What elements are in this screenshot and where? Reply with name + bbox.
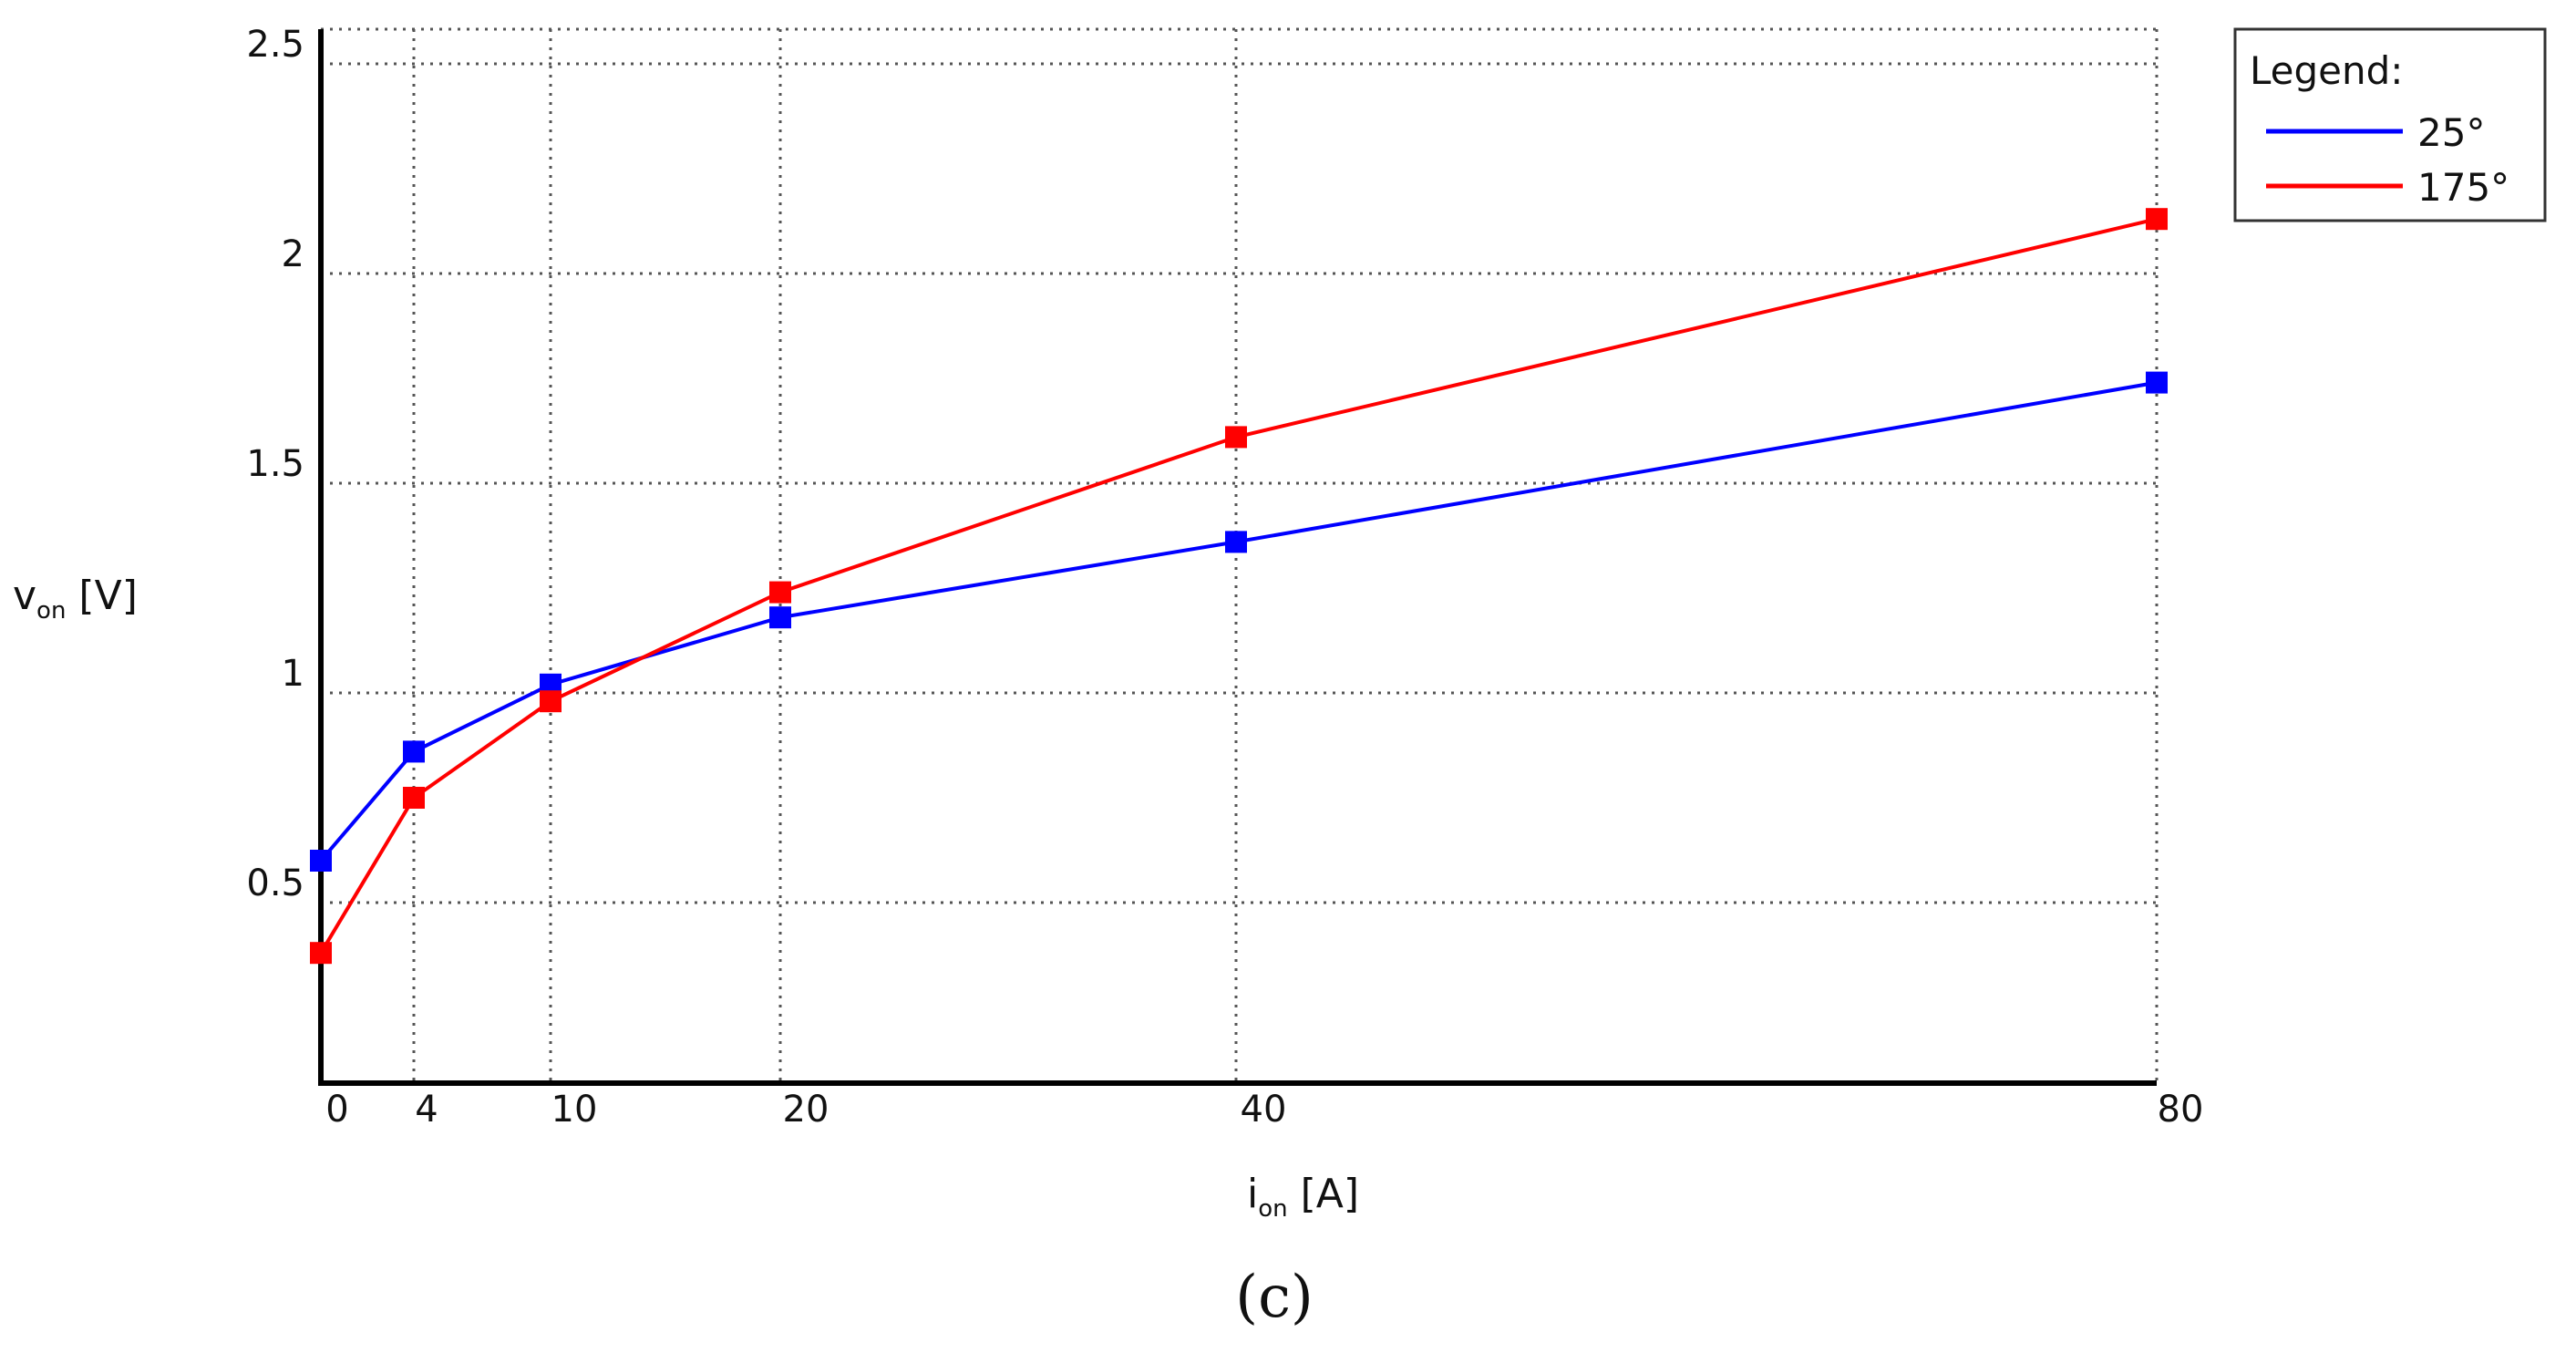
data-point	[403, 740, 425, 763]
data-point	[403, 787, 425, 809]
series-line	[319, 380, 2158, 862]
data-point	[310, 850, 332, 872]
x-tick-label: 4	[415, 1089, 438, 1131]
x-tick-label: 80	[2158, 1089, 2204, 1131]
y-axis-label: von [V]	[13, 573, 138, 625]
legend: Legend: 25° 175°	[2233, 27, 2547, 222]
legend-box	[2233, 27, 2547, 222]
x-tick-label: 0	[325, 1089, 348, 1131]
legend-label-25: 25°	[2417, 110, 2485, 155]
tick-labels: 0.5 1 1.5 2 2.5 0 4 10 20 40 80	[246, 24, 2203, 1131]
series-line	[319, 217, 2158, 955]
y-tick-label: 0.5	[246, 862, 304, 904]
series-layer	[310, 208, 2168, 965]
x-tick-label: 20	[783, 1089, 829, 1131]
x-tick-label: 10	[551, 1089, 598, 1131]
figure-caption: (c)	[1235, 1264, 1314, 1331]
data-point	[540, 690, 562, 713]
legend-title: Legend:	[2250, 48, 2403, 93]
y-tick-label: 1	[282, 653, 304, 695]
y-tick-label: 2.5	[246, 24, 304, 66]
data-point	[1225, 426, 1247, 449]
x-tick-label: 40	[1241, 1089, 1287, 1131]
grid	[321, 27, 2159, 1083]
y-tick-label: 2	[282, 233, 304, 275]
data-point	[1225, 531, 1247, 553]
data-point	[769, 581, 791, 604]
data-point	[2146, 208, 2168, 231]
data-point	[2146, 371, 2168, 394]
legend-label-175: 175°	[2417, 165, 2509, 210]
series-1	[310, 208, 2168, 965]
x-axis-label: ion [A]	[1247, 1171, 1359, 1223]
axes	[318, 29, 2157, 1086]
data-point	[769, 606, 791, 629]
data-point	[310, 942, 332, 965]
y-tick-label: 1.5	[246, 443, 304, 485]
